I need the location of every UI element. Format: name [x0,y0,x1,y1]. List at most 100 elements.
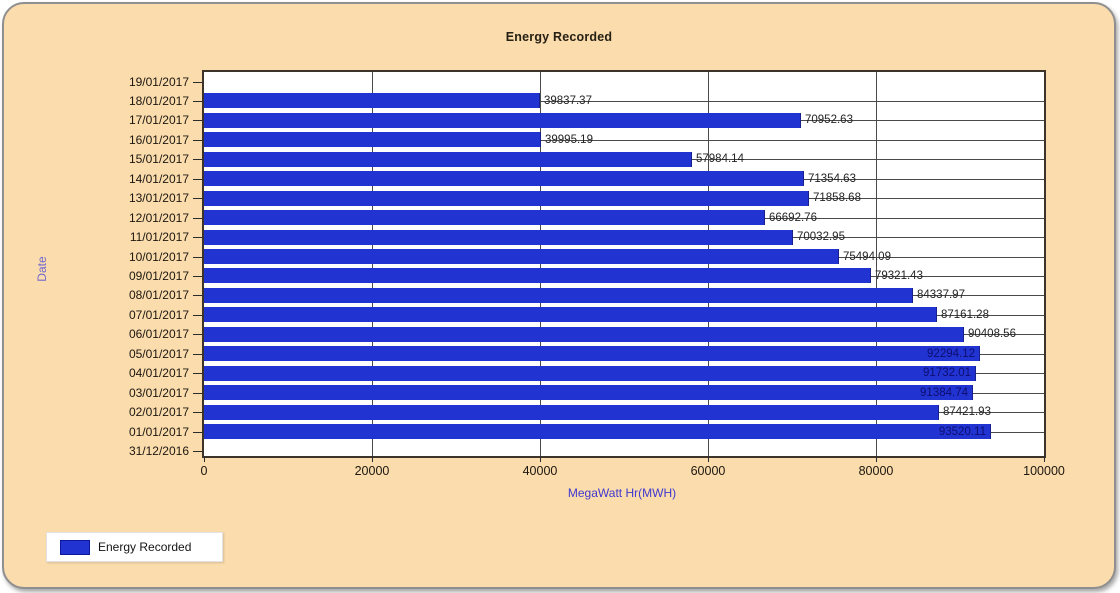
bar [204,405,939,420]
y-tick-mark [193,451,202,452]
bar [204,210,765,225]
bar [204,152,692,167]
x-tick-mark [540,456,541,462]
y-tick-label: 15/01/2017 [128,152,189,166]
bar-value-label: 39837.37 [544,95,592,107]
legend-label: Energy Recorded [98,540,192,554]
legend: Energy Recorded [46,532,223,562]
y-tick-label: 14/01/2017 [128,172,189,186]
bar [204,191,809,206]
bar-value-label: 84337.97 [917,289,965,301]
vertical-gridline [708,72,709,456]
x-tick-mark [1044,456,1045,462]
bar-value-label: 87161.28 [941,309,989,321]
bar-value-label: 91732.01 [923,367,971,379]
bar-value-label: 79321.43 [875,270,923,282]
bar [204,307,937,322]
bar-value-label: 90408.56 [968,328,1016,340]
y-tick-mark [193,140,202,141]
bar-value-label: 71858.68 [813,192,861,204]
bar-value-label: 87421.93 [943,406,991,418]
bar-value-label: 39995.19 [545,134,593,146]
bar-value-label: 93520.11 [938,426,986,438]
y-tick-label: 13/01/2017 [128,191,189,205]
bar-value-label: 75494.09 [843,251,891,263]
bar [204,268,871,283]
y-tick-label: 06/01/2017 [128,327,189,341]
bar [204,249,839,264]
y-tick-label: 31/12/2016 [128,444,189,458]
horizontal-gridline [204,140,1044,141]
bar [204,93,540,108]
y-tick-mark [193,179,202,180]
bar [204,171,804,186]
x-axis-title: MegaWatt Hr(MWH) [567,486,677,500]
y-tick-mark [193,354,202,355]
y-tick-mark [193,218,202,219]
x-tick-mark [708,456,709,462]
y-tick-mark [193,276,202,277]
y-tick-label: 12/01/2017 [128,211,189,225]
bar [204,366,976,381]
bar-value-label: 91384.74 [920,387,968,399]
bar [204,346,980,361]
horizontal-gridline [204,101,1044,102]
y-tick-mark [193,373,202,374]
vertical-gridline [540,72,541,456]
y-tick-mark [193,393,202,394]
y-tick-mark [193,120,202,121]
bar-value-label: 70032.95 [797,231,845,243]
y-tick-label: 09/01/2017 [128,269,189,283]
y-tick-label: 11/01/2017 [129,230,189,244]
y-tick-label: 04/01/2017 [128,366,189,380]
bar [204,424,991,439]
bar [204,113,801,128]
y-tick-label: 08/01/2017 [128,288,189,302]
vertical-gridline [372,72,373,456]
y-tick-label: 17/01/2017 [128,113,189,127]
bar-value-label: 57984.14 [696,153,744,165]
y-tick-label: 02/01/2017 [128,405,189,419]
y-tick-mark [193,412,202,413]
y-tick-mark [193,237,202,238]
y-tick-mark [193,432,202,433]
y-tick-label: 01/01/2017 [128,425,189,439]
bar-value-label: 92294.12 [927,348,975,360]
bar [204,327,964,342]
plot-area: 39837.37 70952.63 39995.19 57984.14 71354.63… [202,70,1046,458]
x-tick-label: 80000 [858,464,894,478]
y-axis-title: Date [35,256,49,282]
y-tick-mark [193,315,202,316]
x-tick-label: 100000 [1023,464,1065,478]
x-tick-mark [876,456,877,462]
bar-value-label: 70952.63 [805,114,853,126]
legend-swatch-icon [60,539,90,555]
y-tick-label: 05/01/2017 [128,347,189,361]
bar-value-label: 71354.63 [808,173,856,185]
y-tick-mark [193,257,202,258]
y-tick-mark [193,198,202,199]
x-tick-label: 0 [200,464,208,478]
y-tick-mark [193,82,202,83]
y-tick-mark [193,334,202,335]
y-tick-mark [193,295,202,296]
y-tick-label: 07/01/2017 [128,308,189,322]
x-tick-mark [204,456,205,462]
x-tick-label: 60000 [690,464,726,478]
y-tick-label: 10/01/2017 [128,250,189,264]
y-tick-label: 18/01/2017 [128,94,189,108]
y-tick-mark [193,159,202,160]
y-tick-label: 03/01/2017 [128,386,189,400]
y-tick-label: 19/01/2017 [128,75,189,89]
bar [204,385,973,400]
x-tick-mark [372,456,373,462]
bar [204,230,793,245]
chart-title: Energy Recorded [505,30,613,44]
bar-value-label: 66692.76 [769,212,817,224]
bar [204,288,913,303]
bar [204,132,541,147]
y-tick-label: 16/01/2017 [128,133,189,147]
vertical-gridline [876,72,877,456]
